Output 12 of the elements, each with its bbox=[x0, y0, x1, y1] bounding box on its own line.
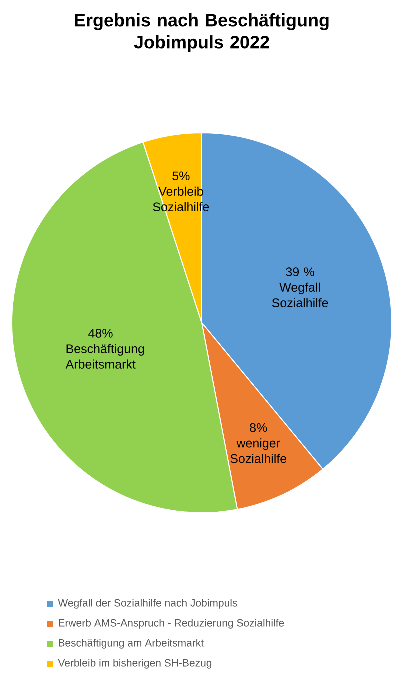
data-label: 5% bbox=[172, 172, 190, 181]
legend-label: Verbleib im bisherigen SH-Bezug bbox=[58, 659, 212, 669]
text: Wegfall Sozialhilfe bbox=[272, 282, 328, 308]
data-label: 39 % bbox=[286, 268, 314, 277]
text: weniger Sozialhilfe bbox=[230, 438, 287, 464]
data-label: 48% bbox=[88, 329, 113, 338]
legend-label: Wegfall der Sozialhilfe nach Jobimpuls bbox=[58, 599, 238, 609]
legend-label: Erwerb AMS-Anspruch - Reduzierung Sozialhilfe bbox=[59, 619, 284, 629]
data-label: 8% bbox=[250, 423, 268, 432]
legend-label: Beschäftigung am Arbeitsmarkt bbox=[59, 639, 204, 649]
text: Beschäftigung Arbeitsmarkt bbox=[66, 344, 144, 369]
chart-title: Ergebnis nach Beschäftigung Jobimpuls 2022 bbox=[75, 14, 329, 52]
